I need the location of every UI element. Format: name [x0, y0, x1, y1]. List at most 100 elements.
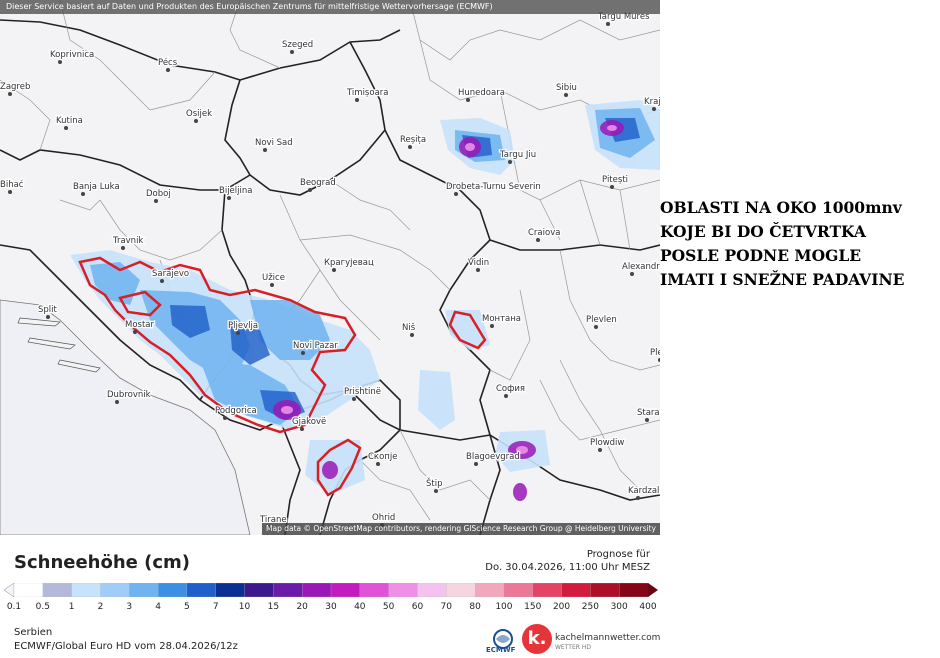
scale-min-arrow — [4, 583, 15, 597]
city-dot — [332, 268, 336, 272]
city-label: Plowdiw — [590, 438, 624, 448]
city-label: Kraj — [644, 97, 660, 107]
city-dot — [290, 50, 294, 54]
city-marker: Ples — [649, 347, 660, 362]
scale-swatch — [157, 583, 188, 597]
city-label: Dubrovnik — [107, 390, 151, 400]
city-marker: Hunedoara — [457, 87, 506, 102]
highlight-outlines — [78, 256, 487, 497]
note-line: KOJE BI DO ČETVRTKA — [660, 222, 866, 241]
city-label: Osijek — [186, 109, 212, 119]
city-marker: Doboj — [145, 188, 172, 203]
city-dot — [598, 448, 602, 452]
city-marker: София — [495, 383, 526, 398]
snow-depth-map[interactable]: Targu Mures Koprivnica Szeged Pécs Zagreb Tim… — [0, 0, 660, 535]
city-marker: Pécs — [157, 56, 179, 72]
kachelmann-site-name[interactable]: kachelmannwetter.com — [555, 633, 661, 643]
scale-swatch — [590, 583, 620, 597]
ecmwf-label: ECMWF — [486, 646, 516, 654]
city-marker: Plowdiw — [589, 437, 626, 452]
scale-swatch — [474, 583, 505, 597]
scale-tick-label: 4 — [155, 602, 161, 612]
scale-tick-label: 200 — [552, 602, 571, 612]
city-dot — [536, 238, 540, 242]
scale-swatch — [532, 583, 563, 597]
scale-tick-label: 60 — [411, 602, 424, 612]
city-dot — [270, 283, 274, 287]
city-label: Doboj — [146, 189, 171, 199]
city-marker: Banja Luka — [72, 181, 121, 196]
scale-swatch — [561, 583, 592, 597]
scale-swatch — [100, 583, 130, 597]
city-marker: Pljevlja — [227, 320, 259, 335]
region-label: Serbien — [14, 627, 53, 638]
city-marker: Targu Mures — [596, 11, 651, 26]
city-marker: Монтана — [481, 313, 522, 328]
scale-tick-label: 40 — [354, 602, 366, 612]
scale-swatch — [215, 583, 246, 597]
city-dot — [263, 148, 267, 152]
scale-tick-label: 20 — [296, 602, 308, 612]
city-label: Ples — [650, 348, 660, 358]
scale-swatch — [503, 583, 534, 597]
adriatic-sea — [0, 299, 251, 535]
city-dot — [410, 333, 414, 337]
city-marker: Kardzali — [627, 485, 660, 500]
data-disclaimer: Dieser Service basiert auf Daten und Pro… — [0, 0, 660, 14]
city-label: Novi Sad — [255, 138, 293, 148]
scale-tick-label: 0.5 — [35, 602, 50, 612]
city-label: Alexandria — [622, 262, 660, 272]
city-marker: Dubrovnik — [106, 389, 152, 404]
city-dot — [133, 330, 137, 334]
scale-swatch — [302, 583, 332, 597]
city-dot — [630, 272, 634, 276]
city-dot — [154, 199, 158, 203]
ecmwf-logo-icon — [493, 629, 513, 649]
snow-heavy-core — [281, 125, 617, 454]
city-dot — [194, 119, 198, 123]
scale-swatch — [186, 583, 217, 597]
kachelmann-logo-icon[interactable]: k. — [522, 624, 552, 654]
scale-tick-label: 250 — [581, 602, 599, 612]
city-dot — [376, 462, 380, 466]
city-marker: Blagoevgrad — [465, 451, 521, 466]
city-label: Koprivnica — [50, 50, 94, 60]
city-label: Beograd — [300, 178, 336, 188]
city-label: Bijeljina — [219, 186, 252, 196]
city-label: Vidin — [468, 258, 489, 268]
city-label: Gjakovë — [292, 417, 326, 427]
city-dot — [64, 126, 68, 130]
city-label: Targu Jiu — [499, 150, 536, 160]
scale-swatch — [446, 583, 476, 597]
city-dot — [610, 185, 614, 189]
city-marker: Plevlen — [585, 314, 618, 329]
scale-tick-label: 1 — [68, 602, 75, 612]
scale-tick-label: 15 — [267, 602, 280, 612]
city-label: Pljevlja — [228, 321, 258, 331]
scale-swatch — [417, 583, 447, 597]
island — [57, 359, 101, 373]
city-marker: Szeged — [281, 39, 314, 54]
city-marker: Craiova — [527, 227, 562, 242]
city-marker: Novi Pazar — [292, 340, 340, 355]
city-dot — [490, 324, 494, 328]
city-dot — [121, 246, 125, 250]
scale-tick-label: 400 — [639, 602, 657, 612]
city-marker: Užice — [261, 272, 286, 287]
city-label: Stara — [637, 408, 660, 418]
city-marker: Štip — [425, 476, 444, 493]
city-dot — [594, 325, 598, 329]
island — [27, 337, 76, 350]
city-label: Zagreb — [0, 82, 30, 92]
city-marker: Targu Jiu — [498, 149, 537, 164]
city-marker: Reșița — [399, 134, 427, 149]
city-marker: Travnik — [111, 235, 145, 250]
city-dot — [466, 98, 470, 102]
city-dot — [606, 22, 610, 26]
city-dot — [474, 462, 478, 466]
legend-title: Schneehöhe (cm) — [14, 552, 191, 573]
map-canvas: Targu Mures Koprivnica Szeged Pécs Zagreb Tim… — [0, 0, 660, 535]
city-label: Mostar — [125, 320, 155, 330]
scale-tick-label: 80 — [469, 602, 481, 612]
city-dot — [564, 93, 568, 97]
